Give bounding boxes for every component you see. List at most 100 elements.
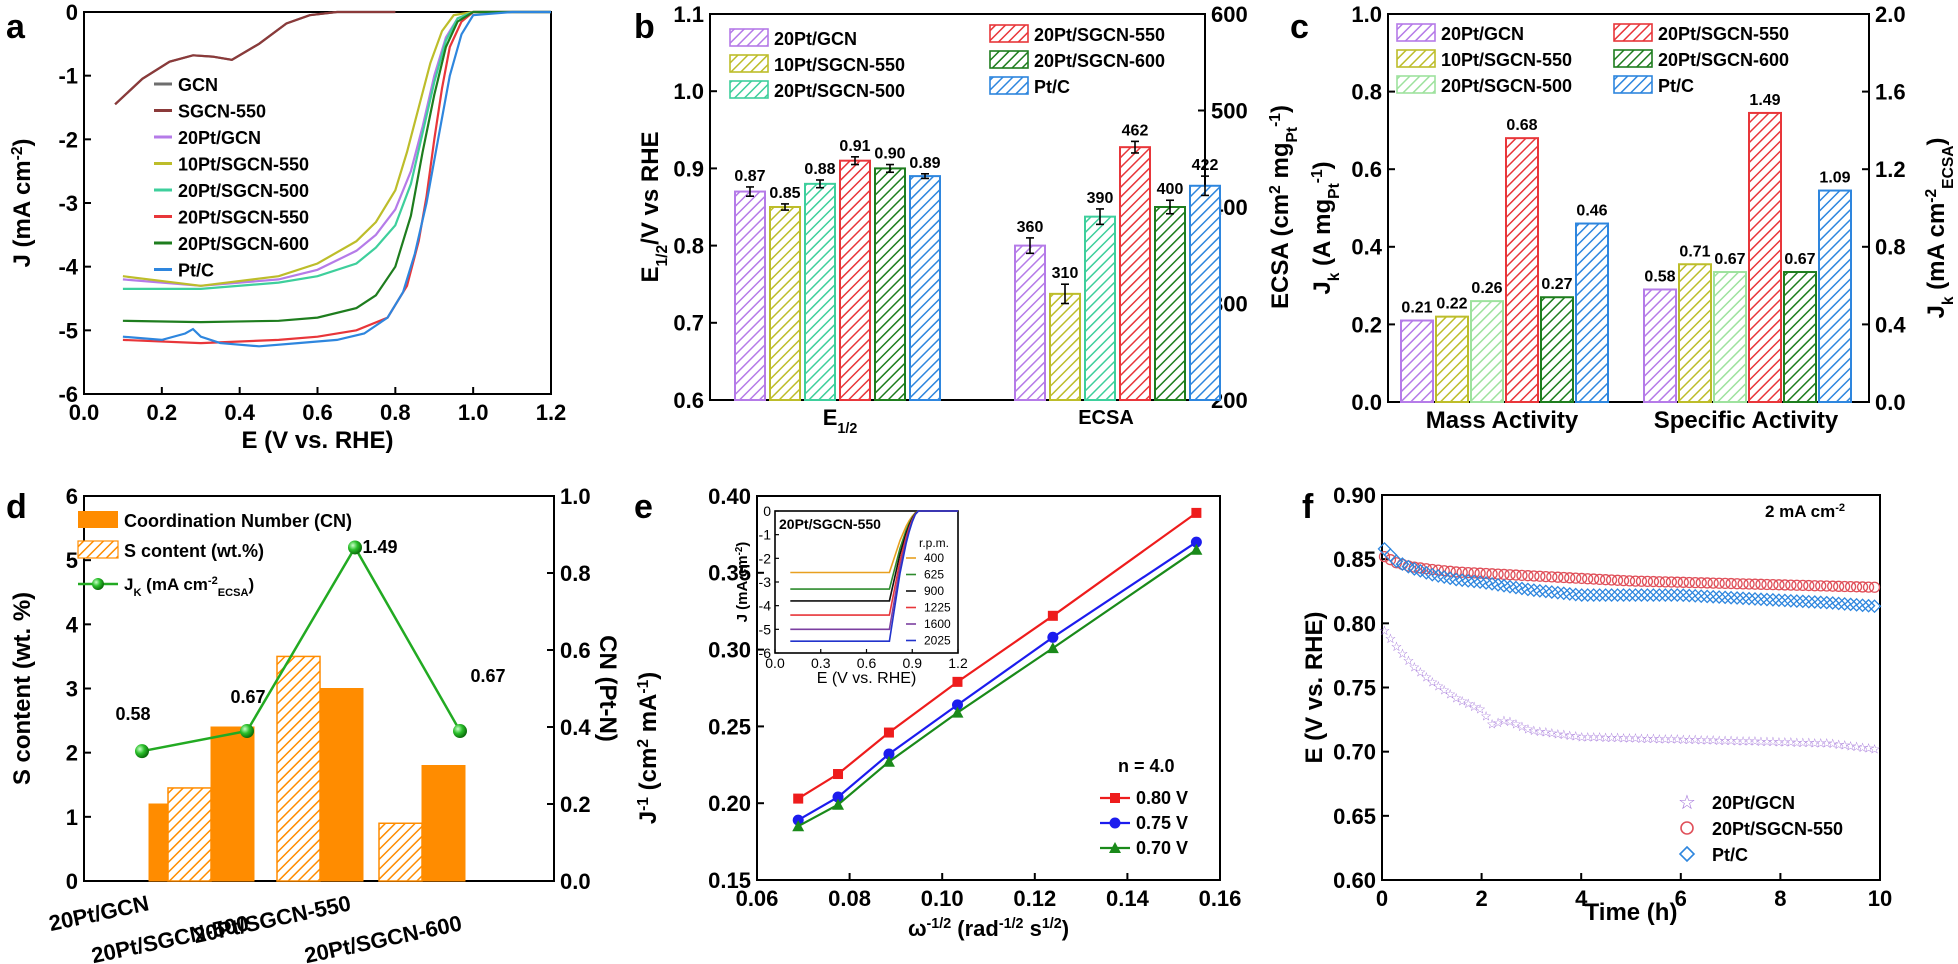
panel-f-marker <box>1833 580 1845 592</box>
panel-f-marker <box>1797 579 1809 592</box>
panel-a-xtick-label: 0.6 <box>302 400 333 425</box>
panel-f-marker: ☆ <box>1719 733 1731 748</box>
panel-c-data-label: 0.21 <box>1401 300 1432 317</box>
panel-d-rtick-label: 0.6 <box>560 638 591 663</box>
panel-b-legend-swatch <box>729 54 769 73</box>
panel-f-ytick-label: 0.90 <box>1333 483 1376 508</box>
panel-c-legend-label: Pt/C <box>1658 76 1694 96</box>
panel-f-marker <box>1449 572 1464 587</box>
panel-c-activity-chart: 0.0 0.2 0.4 0.6 0.8 1.0 0.0 0.4 0.8 1.2 1.6 2.0 Jk (… <box>1309 2 1957 434</box>
panel-f-marker <box>1532 583 1547 598</box>
panel-letter-d: d <box>6 488 27 526</box>
panel-f-marker <box>1819 595 1834 610</box>
panel-a-series-line <box>122 10 551 287</box>
panel-c-legend-swatch <box>1613 49 1653 68</box>
panel-f-marker: ☆ <box>1498 713 1510 728</box>
panel-d-rtick-label: 0.4 <box>560 715 591 740</box>
panel-c-bar <box>1643 288 1677 404</box>
panel-f-marker <box>1552 571 1564 583</box>
panel-f-marker: ☆ <box>1803 735 1815 750</box>
panel-f-marker <box>1516 569 1528 582</box>
panel-b-data-label: 0.89 <box>909 155 940 172</box>
panel-f-marker <box>1779 579 1791 591</box>
panel-b-rtick-label: 600 <box>1211 2 1248 27</box>
panel-d-s-content-bar <box>167 787 212 882</box>
panel-f-marker <box>1611 574 1624 586</box>
panel-e-marker <box>792 820 805 832</box>
panel-a-ytick-label: -6 <box>58 382 78 407</box>
panel-d-jk-marker <box>240 724 254 739</box>
panel-f-marker <box>1838 580 1851 593</box>
panel-f-marker: ☆ <box>1426 674 1438 689</box>
panel-f-marker <box>1743 578 1755 590</box>
panel-f-marker: ☆ <box>1594 730 1606 745</box>
panel-e-marker <box>1191 507 1202 518</box>
panel-b-bar <box>1119 146 1151 401</box>
panel-f-marker <box>1712 590 1727 604</box>
panel-c-ytick-label: 0.2 <box>1351 312 1382 337</box>
panel-f-marker <box>1694 589 1709 604</box>
panel-e-marker <box>833 769 844 780</box>
panel-b-bar <box>1049 292 1081 402</box>
panel-f-marker <box>1593 573 1606 586</box>
panel-d-ylabel-left: S content (wt. %) <box>9 592 36 785</box>
panel-e-fit-line <box>797 541 1198 822</box>
panel-a-legend-label: 20Pt/GCN <box>178 128 261 148</box>
panel-f-marker: ☆ <box>1863 741 1875 756</box>
panel-a-lsv-chart: 0.0 0.2 0.4 0.6 0.8 1.0 1.2 0 -1 -2 -3 -4 -5 -6 E (V v… <box>9 0 567 454</box>
panel-b-bar <box>769 206 801 401</box>
panel-f-marker: ☆ <box>1743 734 1755 749</box>
panel-f-marker <box>1582 573 1594 585</box>
panel-e-koutecky-levich-chart: 0.06 0.08 0.10 0.12 0.14 0.160.150.200.250.30… <box>635 484 1242 941</box>
panel-f-marker: ☆ <box>1540 725 1552 740</box>
panel-f-marker <box>1544 585 1559 599</box>
panel-a-xtick-label: 1.0 <box>458 400 489 425</box>
panel-f-legend-label: Pt/C <box>1712 845 1748 865</box>
panel-b-data-label: 0.85 <box>769 185 800 202</box>
panel-e-inset-legend-title: r.p.m. <box>919 536 949 550</box>
panel-d-cn-s-content-chart: 0 1 2 3 4 5 6 0.0 0.2 0.4 0.6 0.8 1.0 S content (wt. … <box>9 484 621 964</box>
panel-d-ytick-label: 2 <box>66 741 78 766</box>
panel-f-marker: ☆ <box>1755 734 1767 749</box>
panel-b-ytick-label: 0.7 <box>673 311 704 336</box>
panel-f-marker <box>1491 577 1505 592</box>
panel-e-xtick-label: 0.10 <box>921 886 964 911</box>
panel-a-legend-label: SGCN-550 <box>178 102 266 122</box>
panel-f-ylabel: E (V vs. RHE) <box>1301 611 1328 763</box>
panel-f-marker <box>1760 592 1774 607</box>
panel-f-marker <box>1640 588 1655 603</box>
panel-f-legend-marker <box>1680 821 1694 835</box>
panel-f-ytick-label: 0.65 <box>1333 804 1376 829</box>
panel-f-marker <box>1777 593 1792 608</box>
panel-b-bar <box>734 190 766 401</box>
panel-f-marker <box>1807 595 1822 609</box>
panel-e-inset-frame <box>774 510 959 654</box>
panel-e-inset-legend-label: 400 <box>924 551 944 565</box>
panel-f-marker: ☆ <box>1648 731 1660 746</box>
panel-f-marker: ☆ <box>1624 731 1636 746</box>
panel-c-bar <box>1575 222 1609 403</box>
panel-f-marker <box>1588 573 1600 585</box>
panel-c-legend-label: 20Pt/GCN <box>1441 24 1524 44</box>
panel-f-marker <box>1522 570 1534 582</box>
panel-f-marker <box>1706 589 1721 604</box>
panel-f-marker <box>1461 573 1476 588</box>
panel-e-marker <box>1190 536 1202 548</box>
panel-f-marker <box>1855 598 1870 613</box>
panel-a-legend-label: 20Pt/SGCN-500 <box>178 181 309 201</box>
panel-f-marker <box>1426 563 1438 576</box>
panel-f-marker: ☆ <box>1821 736 1833 751</box>
panel-b-legend-swatch <box>729 80 769 99</box>
panel-c-data-label: 0.46 <box>1576 203 1607 220</box>
panel-b-bar <box>839 159 871 401</box>
panel-d-ytick-label: 6 <box>66 484 78 509</box>
panel-e-xtick-label: 0.14 <box>1106 886 1150 911</box>
panel-f-marker: ☆ <box>1403 653 1415 668</box>
panel-f-marker <box>1605 574 1618 586</box>
panel-f-marker <box>1677 576 1689 588</box>
panel-d-legend-swatch <box>78 511 118 528</box>
panel-f-marker: ☆ <box>1839 738 1851 753</box>
panel-f-marker <box>1670 588 1685 603</box>
panel-e-marker <box>952 676 963 687</box>
panel-b-ytick-label: 0.9 <box>673 156 704 181</box>
